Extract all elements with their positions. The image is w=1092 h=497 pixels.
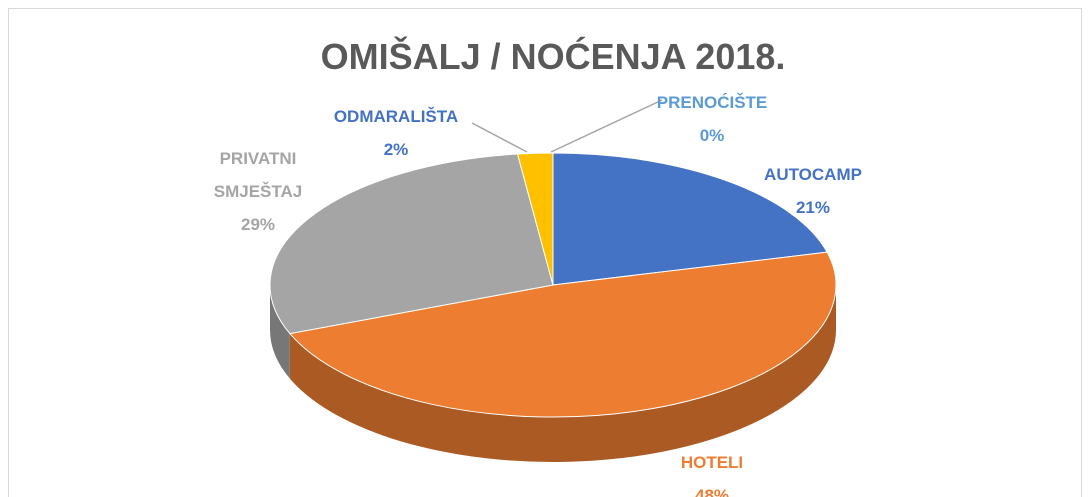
slice [269,153,554,335]
label-value: 0% [699,126,725,145]
slice [552,152,828,286]
label-value: 2% [383,140,409,159]
data-label: AUTOCAMP 21% [764,158,862,224]
data-label: PRENOĆIŠTE 0% [657,86,768,152]
data-label: ODMARALIŠTA 2% [334,100,458,166]
label-value: 48% [694,486,730,497]
slice-side [270,285,290,379]
label-name: PRENOĆIŠTE [656,93,768,112]
slice-side [289,285,837,463]
chart-frame [8,8,1082,497]
slice [288,251,837,418]
data-label: HOTELI 48% [681,446,743,497]
data-label: PRIVATNI SMJEŠTAJ 29% [193,142,323,241]
label-name: ODMARALIŠTA [333,107,459,126]
label-name: PRIVATNI SMJEŠTAJ [213,149,303,201]
chart-title: OMIŠALJ / NOĆENJA 2018. [320,36,786,77]
label-value: 29% [240,215,276,234]
leader-line [471,122,528,153]
label-name: HOTELI [680,453,744,472]
label-name: AUTOCAMP [764,165,862,184]
leader-line [550,99,663,153]
label-value: 21% [795,198,831,217]
